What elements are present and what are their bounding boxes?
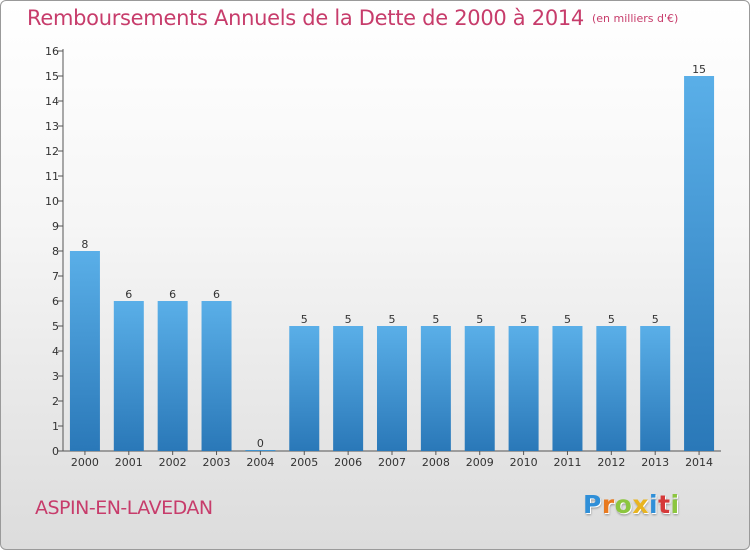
bar-value-label: 0: [257, 437, 264, 450]
logo-letter: o: [614, 490, 633, 519]
bar-value-label: 5: [345, 313, 352, 326]
bar-value-label: 8: [81, 238, 88, 251]
x-tick-label: 2001: [115, 456, 143, 469]
bar-value-label: 6: [169, 288, 176, 301]
chart-labels: 2000 8 2001 6 2002 6 2003 6 2004 0 2005 5 2006 5 2007 5…: [71, 63, 713, 469]
y-tick-label: 13: [45, 120, 59, 133]
bar-value-label: 5: [301, 313, 308, 326]
bar: [157, 301, 188, 451]
y-tick-label: 5: [52, 320, 59, 333]
proxiti-logo[interactable]: Proxiti: [583, 490, 680, 519]
y-tick-label: 3: [52, 370, 59, 383]
bar: [245, 450, 276, 451]
bar: [289, 326, 320, 451]
y-tick-label: 4: [52, 345, 59, 358]
y-tick-label: 12: [45, 145, 59, 158]
x-tick-label: 2008: [422, 456, 450, 469]
commune-name: ASPIN-EN-LAVEDAN: [35, 497, 213, 519]
y-tick-label: 0: [52, 445, 59, 458]
x-tick-label: 2005: [290, 456, 318, 469]
y-tick-label: 9: [52, 220, 59, 233]
x-tick-label: 2002: [159, 456, 187, 469]
y-tick-label: 15: [45, 70, 59, 83]
bar-value-label: 5: [564, 313, 571, 326]
bar: [464, 326, 495, 451]
bar-value-label: 5: [520, 313, 527, 326]
y-tick-label: 14: [45, 95, 59, 108]
bar-value-label: 5: [608, 313, 615, 326]
y-tick-label: 10: [45, 195, 59, 208]
bar-value-label: 6: [125, 288, 132, 301]
bar: [552, 326, 583, 451]
bar: [377, 326, 407, 451]
bar: [420, 326, 451, 451]
y-tick-label: 8: [52, 245, 59, 258]
x-tick-label: 2010: [510, 456, 538, 469]
logo-letter: i: [670, 490, 680, 519]
bar-value-label: 5: [652, 313, 659, 326]
x-tick-label: 2013: [641, 456, 669, 469]
y-tick-label: 6: [52, 295, 59, 308]
bar-value-label: 5: [476, 313, 483, 326]
logo-letter: x: [632, 490, 649, 519]
bar: [596, 326, 627, 451]
bar-value-label: 5: [432, 313, 439, 326]
chart-bars: [69, 76, 715, 451]
bar: [69, 251, 100, 451]
bar: [508, 326, 539, 451]
bar: [333, 326, 364, 451]
x-tick-label: 2003: [203, 456, 231, 469]
logo-letter: t: [658, 490, 671, 519]
chart-title: Remboursements Annuels de la Dette de 20…: [27, 6, 678, 30]
bar: [113, 301, 144, 451]
chart-title-text: Remboursements Annuels de la Dette de 20…: [27, 6, 584, 30]
y-tick-label: 2: [52, 395, 59, 408]
logo-letter: i: [649, 490, 659, 519]
logo-letter: r: [601, 490, 615, 519]
logo-letter: P: [583, 490, 602, 519]
y-tick-label: 11: [45, 170, 59, 183]
bar-value-label: 5: [389, 313, 396, 326]
bar-value-label: 6: [213, 288, 220, 301]
chart-title-unit: (en milliers d'€): [592, 12, 679, 25]
x-tick-label: 2007: [378, 456, 406, 469]
x-tick-label: 2004: [246, 456, 274, 469]
bar: [201, 301, 232, 451]
bar-value-label: 15: [692, 63, 706, 76]
bar: [640, 326, 671, 451]
y-tick-label: 7: [52, 270, 59, 283]
x-tick-label: 2014: [685, 456, 713, 469]
y-tick-label: 16: [45, 45, 59, 58]
x-tick-label: 2000: [71, 456, 99, 469]
x-tick-label: 2009: [466, 456, 494, 469]
x-tick-label: 2006: [334, 456, 362, 469]
y-tick-label: 1: [52, 420, 59, 433]
x-tick-label: 2011: [553, 456, 581, 469]
bar: [684, 76, 715, 451]
x-tick-label: 2012: [597, 456, 625, 469]
